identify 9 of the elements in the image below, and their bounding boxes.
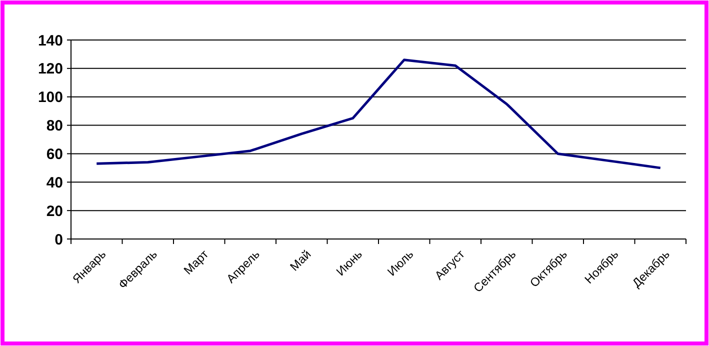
y-tick-label: 20 bbox=[46, 202, 63, 220]
line-series bbox=[95, 58, 662, 170]
y-tick-label: 0 bbox=[54, 231, 63, 248]
y-tick-label: 40 bbox=[46, 174, 63, 192]
y-tick-label: 80 bbox=[46, 118, 63, 135]
y-tick-label: 60 bbox=[46, 146, 63, 163]
y-tick-label: 100 bbox=[38, 89, 63, 106]
y-tick-label: 140 bbox=[38, 32, 63, 50]
y-tick-label: 120 bbox=[38, 60, 63, 78]
